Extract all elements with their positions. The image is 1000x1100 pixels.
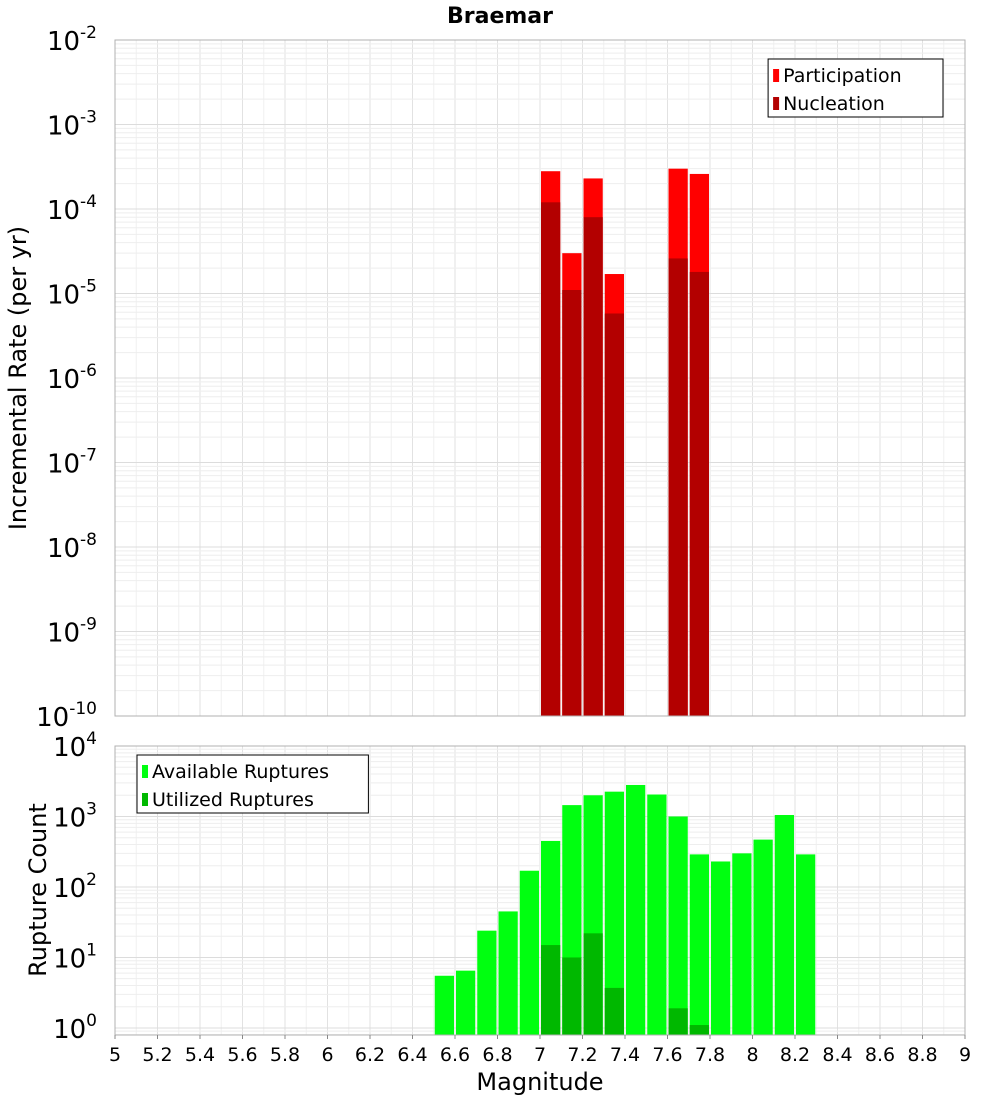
y-tick-label: 10-10 <box>36 699 97 733</box>
y-tick-label: 10-2 <box>47 23 97 57</box>
legend-label: Nucleation <box>783 93 885 115</box>
legend-swatch <box>773 97 780 110</box>
bar <box>498 911 518 1035</box>
y-axis-label: Rupture Count <box>24 803 52 977</box>
x-tick-label: 5 <box>109 1044 121 1066</box>
x-tick-label: 8.4 <box>822 1044 852 1066</box>
y-tick-label: 10-6 <box>47 361 97 395</box>
x-tick-label: 5.4 <box>185 1044 215 1066</box>
y-tick-label: 10-4 <box>47 192 97 226</box>
x-tick-label: 5.2 <box>142 1044 172 1066</box>
bar <box>519 870 539 1035</box>
legend-swatch <box>142 793 148 806</box>
legend-label: Utilized Ruptures <box>152 789 314 811</box>
y-tick-label: 101 <box>53 940 97 974</box>
bar <box>583 217 603 716</box>
bar <box>626 784 646 1035</box>
x-tick-label: 7.8 <box>695 1044 725 1066</box>
bar <box>668 816 688 1035</box>
bar <box>604 987 624 1035</box>
x-tick-label: 6.6 <box>440 1044 470 1066</box>
x-axis-label: Magnitude <box>476 1068 603 1096</box>
x-tick-label: 7 <box>534 1044 546 1066</box>
legend-label: Available Ruptures <box>152 761 329 783</box>
x-tick-label: 7.2 <box>567 1044 597 1066</box>
bar <box>711 861 731 1035</box>
legend-swatch <box>142 765 148 778</box>
bar <box>689 1025 709 1035</box>
panel-incremental-rate: 10-2 10-3 10-4 10-5 10-6 10-7 10-8 10-9 10-10 Inc… <box>4 23 966 733</box>
bar <box>477 930 497 1035</box>
bar <box>689 854 709 1035</box>
bar <box>668 258 688 716</box>
legend-swatch <box>773 69 780 82</box>
bar <box>583 933 603 1035</box>
legend: Available Ruptures Utilized Ruptures <box>136 754 369 814</box>
legend-box <box>767 58 944 118</box>
x-tick-label: 5.8 <box>270 1044 300 1066</box>
x-tick-label: 8.8 <box>907 1044 937 1066</box>
x-tick-label: 6 <box>321 1044 333 1066</box>
bar <box>456 970 476 1035</box>
bar <box>753 839 773 1035</box>
x-tick-label: 7.6 <box>652 1044 682 1066</box>
y-tick-label: 104 <box>53 729 97 763</box>
series-nucleation <box>541 202 709 716</box>
series-utilized-ruptures <box>541 933 709 1035</box>
bar <box>562 290 582 716</box>
bar <box>668 1008 688 1035</box>
x-tick-label: 9 <box>959 1044 971 1066</box>
plot-border <box>114 39 966 717</box>
series-available-ruptures <box>434 784 816 1035</box>
x-tick-label: 8.2 <box>780 1044 810 1066</box>
bar <box>604 313 624 716</box>
bar <box>541 202 561 716</box>
legend-label: Participation <box>783 65 902 87</box>
y-tick-label: 100 <box>53 1011 97 1045</box>
x-tick-label: 6.8 <box>482 1044 512 1066</box>
chart-title: Braemar <box>447 4 553 29</box>
legend: Participation Nucleation <box>767 58 944 118</box>
bar <box>604 791 624 1035</box>
bar <box>541 945 561 1035</box>
bar <box>689 271 709 716</box>
bar <box>434 975 454 1035</box>
x-tick-label: 5.6 <box>227 1044 257 1066</box>
y-tick-label: 10-7 <box>47 446 97 480</box>
bar <box>774 814 794 1035</box>
x-tick-label: 8.6 <box>865 1044 895 1066</box>
y-tick-label: 102 <box>53 870 97 904</box>
y-tick-label: 103 <box>53 799 97 833</box>
y-tick-label: 10-3 <box>47 108 97 142</box>
bar <box>562 957 582 1035</box>
y-tick-label: 10-8 <box>47 530 97 564</box>
y-tick-label: 10-5 <box>47 277 97 311</box>
bar <box>732 853 752 1035</box>
x-tick-label: 7.4 <box>610 1044 640 1066</box>
y-axis-label: Incremental Rate (per yr) <box>4 226 32 530</box>
y-tick-label: 10-9 <box>47 615 97 649</box>
panel-rupture-count: 104 103 102 101 100 Rupture Count Available Ru… <box>24 729 966 1045</box>
bar <box>647 794 667 1035</box>
legend-box <box>136 754 369 814</box>
x-axis: 5 5.2 5.4 5.6 5.8 6 6.2 6.4 6.6 6.8 7 7.2 7.4 7.6 7.8 8… <box>109 1035 971 1066</box>
x-tick-label: 6.4 <box>397 1044 427 1066</box>
x-tick-label: 8 <box>746 1044 758 1066</box>
bar <box>796 854 816 1035</box>
x-tick-label: 6.2 <box>355 1044 385 1066</box>
